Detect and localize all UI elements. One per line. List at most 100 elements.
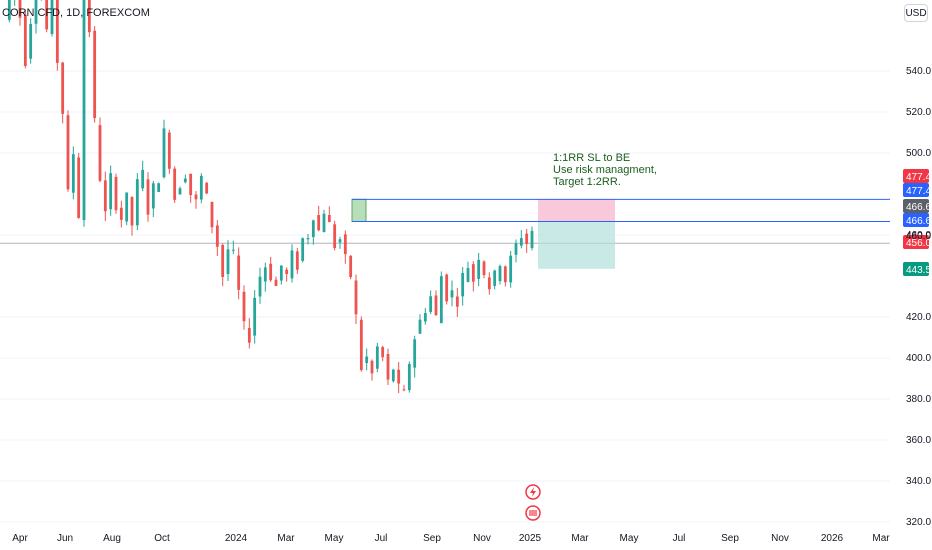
candle — [269, 263, 273, 281]
candle — [183, 178, 187, 183]
candle — [130, 197, 134, 226]
position-tool[interactable] — [351, 198, 615, 269]
candle — [290, 250, 294, 279]
price-tag-label: 477.4 — [906, 186, 931, 197]
candle — [71, 154, 75, 193]
candle — [327, 214, 331, 222]
candle — [407, 364, 411, 391]
candle — [221, 244, 225, 277]
time-tick-label: 2026 — [821, 533, 844, 544]
candle — [34, 0, 38, 24]
price-tag — [903, 235, 929, 249]
candles — [7, 0, 534, 394]
time-tick-label: Oct — [154, 533, 170, 544]
candle — [503, 266, 507, 283]
chart-title: CORN CFD, 1D, FOREXCOM — [2, 7, 150, 19]
candle — [199, 175, 203, 200]
candle — [274, 279, 278, 286]
level-lines[interactable] — [352, 198, 890, 222]
candle — [189, 173, 193, 196]
candle — [258, 276, 262, 297]
trade-note-line: Target 1:2RR. — [553, 176, 621, 188]
price-tag — [903, 183, 929, 197]
candle — [397, 369, 401, 384]
candle — [82, 0, 86, 221]
take-profit-zone[interactable] — [538, 221, 615, 269]
candle — [135, 179, 139, 226]
candle — [306, 238, 310, 240]
candle — [525, 233, 529, 245]
candle — [226, 249, 230, 275]
time-tick-label: Jun — [57, 533, 73, 544]
flag-stripes-icon — [529, 510, 537, 516]
candle — [359, 319, 363, 371]
candle — [215, 225, 219, 247]
trade-note-line: 1:1RR SL to BE — [553, 152, 630, 164]
price-tag — [903, 169, 929, 183]
candle — [343, 234, 347, 255]
candle — [423, 313, 427, 322]
candle — [413, 339, 417, 368]
candle — [386, 353, 390, 380]
candle — [487, 277, 491, 290]
candle — [482, 261, 486, 276]
candle — [471, 264, 475, 282]
candle — [301, 238, 305, 261]
candle — [210, 201, 214, 228]
candle — [103, 180, 107, 212]
candle — [263, 267, 267, 282]
candle — [530, 230, 534, 249]
stop-loss-zone[interactable] — [538, 199, 615, 222]
price-tick-label: 540.0 — [906, 66, 931, 77]
candle — [18, 0, 22, 18]
time-tick-label: 2025 — [519, 533, 542, 544]
candle — [349, 255, 353, 278]
time-tick-label: Aug — [103, 533, 121, 544]
candle — [23, 14, 27, 66]
candle — [439, 276, 443, 324]
candle — [317, 215, 321, 231]
time-tick-label: May — [620, 533, 639, 544]
candle — [253, 297, 257, 336]
price-tags: 477.4 477.4 466.6 466.6 456.0 443.5 460.0 — [903, 169, 931, 276]
price-tick-label: 520.0 — [906, 107, 931, 118]
price-tick-label: 320.0 — [906, 517, 931, 528]
trade-note-line: Use risk managment, — [553, 164, 657, 176]
candle — [434, 295, 438, 316]
candle — [338, 239, 342, 243]
candle — [45, 0, 49, 30]
price-tick-label: 360.0 — [906, 435, 931, 446]
price-tick-label: 500.0 — [906, 148, 931, 159]
candle — [519, 238, 523, 246]
time-tick-label: Nov — [771, 533, 789, 544]
price-tag — [903, 262, 929, 276]
candle — [98, 125, 102, 181]
currency-button[interactable]: USD — [904, 4, 928, 22]
candle — [7, 0, 11, 20]
price-tick-label: 420.0 — [906, 312, 931, 323]
price-tag — [903, 199, 929, 213]
entry-zone-box[interactable] — [351, 198, 367, 222]
candle — [514, 243, 518, 255]
candle — [231, 249, 235, 251]
event-icons[interactable] — [525, 484, 541, 521]
time-axis[interactable]: Apr Jun Aug Oct 2024 Mar May Jul Sep Nov 2025 Mar Ma… — [12, 533, 890, 544]
candle — [375, 346, 379, 369]
candle — [279, 265, 283, 281]
candle — [402, 389, 406, 391]
time-tick-label: Jul — [375, 533, 388, 544]
price-tick-label: 460.0 — [906, 231, 931, 242]
candle — [114, 176, 118, 211]
price-tag — [903, 213, 929, 227]
candle — [29, 23, 33, 59]
price-tag-label: 443.5 — [906, 265, 931, 276]
time-tick-label: Sep — [423, 533, 441, 544]
candle — [498, 266, 502, 282]
chart-grid — [0, 70, 890, 523]
candle — [151, 183, 155, 209]
candle — [285, 269, 289, 275]
time-tick-label: Apr — [12, 533, 28, 544]
candle — [125, 192, 129, 222]
